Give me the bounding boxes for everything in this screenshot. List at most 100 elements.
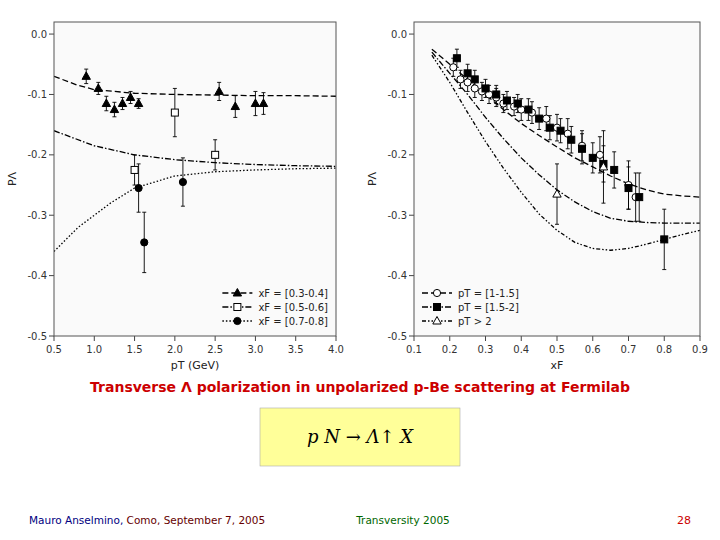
x-tick: [592, 336, 593, 341]
data-point: [110, 105, 118, 113]
plot-frame: [414, 22, 700, 336]
legend: xF = [0.3-0.4]xF = [0.5-0.6]xF = [0.7-0.…: [222, 288, 328, 327]
plot-area: [414, 22, 700, 336]
y-tick-label: -0.5: [27, 331, 47, 342]
data-point: [179, 178, 186, 185]
plot: 0.10.20.30.40.50.60.70.80.90.0-0.1-0.2-0…: [366, 22, 708, 372]
y-tick: [409, 215, 414, 216]
legend-marker: [234, 317, 241, 324]
data-point: [212, 151, 219, 158]
legend-label: xF = [0.5-0.6]: [258, 302, 328, 313]
data-point: [215, 87, 223, 95]
formula: p N → Λ↑ X: [307, 426, 414, 447]
data-point: [589, 154, 596, 161]
y-tick-label: -0.4: [387, 270, 407, 281]
data-point: [231, 102, 239, 110]
x-tick-label: 0.9: [692, 344, 708, 355]
legend-marker: [434, 304, 441, 311]
x-axis-label: pT (GeV): [171, 359, 220, 372]
y-tick: [49, 215, 54, 216]
data-point: [82, 72, 90, 80]
slide-title: Transverse Λ polarization in unpolarized…: [90, 379, 630, 395]
legend-marker: [234, 304, 241, 311]
y-tick-label: -0.3: [387, 210, 407, 221]
y-tick-label: 0.0: [31, 29, 47, 40]
slide-canvas: 0.51.01.52.02.53.03.54.00.0-0.1-0.2-0.3-…: [0, 0, 720, 540]
x-tick: [215, 336, 216, 341]
x-tick-label: 0.2: [442, 344, 458, 355]
y-tick: [49, 34, 54, 35]
y-tick-label: -0.4: [27, 270, 47, 281]
x-tick: [174, 336, 175, 341]
data-point: [543, 115, 550, 122]
y-tick-label: 0.0: [391, 29, 407, 40]
x-tick-label: 0.5: [46, 344, 62, 355]
legend-marker: [433, 289, 440, 296]
data-point: [546, 124, 553, 131]
data-point: [135, 184, 142, 191]
x-tick: [664, 336, 665, 341]
footer-text: Como, September 7, 2005: [123, 514, 265, 526]
data-point: [599, 162, 607, 170]
legend: pT = [1-1.5]pT = [1.5-2]pT > 2: [422, 288, 519, 327]
data-point: [464, 79, 471, 86]
x-tick: [414, 336, 415, 341]
y-tick: [409, 275, 414, 276]
data-point: [94, 84, 102, 92]
model-curve: [432, 49, 700, 197]
x-tick-label: 1.5: [127, 344, 143, 355]
data-point: [553, 190, 561, 198]
data-point: [525, 106, 532, 113]
plot: 0.51.01.52.02.53.03.54.00.0-0.1-0.2-0.3-…: [6, 22, 344, 372]
x-tick: [521, 336, 522, 341]
formula-box: [260, 408, 460, 466]
plot-area: [54, 22, 336, 336]
x-tick-label: 0.1: [406, 344, 422, 355]
y-tick: [409, 336, 414, 337]
x-tick: [94, 336, 95, 341]
data-point: [503, 97, 510, 104]
x-tick: [255, 336, 256, 341]
y-tick: [49, 154, 54, 155]
footer-conference: Transversity 2005: [355, 514, 450, 526]
x-tick: [336, 336, 337, 341]
y-tick-label: -0.1: [387, 89, 407, 100]
x-tick: [628, 336, 629, 341]
x-tick: [557, 336, 558, 341]
data-point: [453, 55, 460, 62]
y-tick: [409, 94, 414, 95]
x-tick-label: 0.4: [513, 344, 529, 355]
y-axis-label: PΛ: [6, 171, 19, 186]
background: [0, 0, 720, 540]
x-tick-label: 3.0: [247, 344, 263, 355]
data-point: [259, 99, 267, 107]
footer-page: 28: [677, 514, 691, 527]
x-tick-label: 4.0: [328, 344, 344, 355]
data-point: [636, 194, 643, 201]
legend-label: pT > 2: [458, 316, 492, 327]
data-point: [464, 70, 471, 77]
data-point: [625, 185, 632, 192]
data-point: [482, 85, 489, 92]
data-point: [118, 99, 126, 107]
data-point: [514, 100, 521, 107]
x-tick-label: 0.3: [478, 344, 494, 355]
x-tick: [295, 336, 296, 341]
data-point: [579, 145, 586, 152]
x-tick-label: 0.8: [656, 344, 672, 355]
data-point: [457, 76, 464, 83]
x-tick: [485, 336, 486, 341]
data-point: [536, 115, 543, 122]
data-layer: [54, 69, 336, 272]
y-tick-label: -0.5: [387, 331, 407, 342]
x-tick-label: 2.5: [207, 344, 223, 355]
legend-label: xF = [0.3-0.4]: [258, 288, 328, 299]
data-point: [450, 64, 457, 71]
y-tick: [49, 336, 54, 337]
data-point: [126, 93, 134, 101]
data-point: [557, 127, 564, 134]
footer-author: Mauro Anselmino, Como, September 7, 2005: [29, 514, 265, 526]
x-axis-label: xF: [551, 359, 564, 372]
model-curve: [54, 168, 336, 251]
data-point: [596, 151, 603, 158]
